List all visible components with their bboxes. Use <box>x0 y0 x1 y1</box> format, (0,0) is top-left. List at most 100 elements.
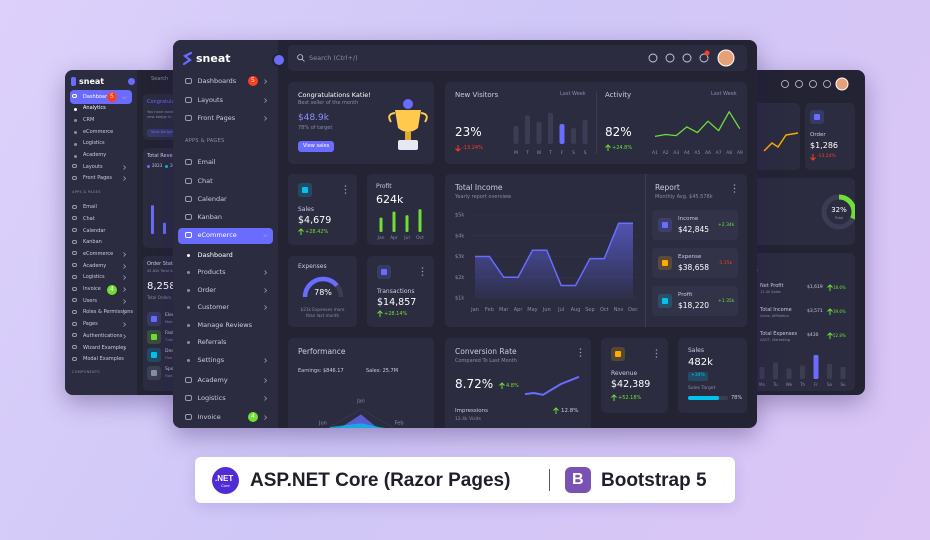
submenu-item: Products <box>197 267 226 276</box>
arrow-up-icon <box>827 308 833 315</box>
badge-count: 4 <box>110 285 114 293</box>
dot <box>655 349 658 351</box>
menu-icon <box>72 94 77 98</box>
menu-icon <box>72 204 77 209</box>
trophy-illustration <box>388 99 428 150</box>
chevron <box>122 95 127 99</box>
card-subtitle: Compared To Last Month <box>455 358 517 364</box>
topbar-icon <box>823 80 831 88</box>
chevron <box>264 269 268 275</box>
more-menu-icon <box>344 185 347 194</box>
report-change: +2.34k <box>718 223 735 228</box>
chevron <box>123 298 127 304</box>
chevron <box>123 334 127 339</box>
earnings-card: Earning ReportsWeekly Earnings OverviewN… <box>750 253 855 391</box>
view-sales-button[interactable]: View sales <box>298 141 335 152</box>
chevron-icon <box>123 334 127 339</box>
report-label: Expense <box>678 254 702 260</box>
axis-label: Jan <box>356 399 365 405</box>
conversion-line <box>524 375 580 396</box>
row-detail: Sales, Affiliation <box>760 314 789 318</box>
card-title: Report <box>655 183 680 192</box>
menu-item: Invoice <box>197 412 221 421</box>
notification-dot <box>704 50 710 56</box>
card-title: New Visitors <box>455 91 499 99</box>
card-title: Total Revenue <box>147 153 180 159</box>
menu-icon <box>72 309 77 314</box>
report-item: Income $42,845 +2.34k <box>652 210 738 240</box>
card-label: Sales <box>688 347 704 354</box>
menu-icon <box>185 178 192 184</box>
topbar-icon <box>795 80 803 88</box>
bar <box>827 364 832 379</box>
row-change: 39.6% <box>833 309 846 314</box>
topbar-icon <box>682 53 692 63</box>
arrow <box>827 308 833 315</box>
x-tick-label: M <box>514 150 518 156</box>
dot <box>344 188 347 191</box>
chevron <box>123 322 127 327</box>
arrow-up-icon <box>298 228 304 235</box>
chevron-icon <box>264 304 268 310</box>
category-icon <box>147 366 161 380</box>
icon-glyph <box>381 269 387 275</box>
chevron-icon <box>264 414 268 420</box>
change-badge: +34% <box>688 372 708 381</box>
donut-value <box>821 194 855 230</box>
chevron <box>123 164 127 170</box>
card-period: Last Week <box>560 91 586 97</box>
topbar-icon <box>648 53 658 63</box>
bar <box>571 128 576 144</box>
bullet <box>74 131 77 135</box>
x-tick-label: S <box>572 150 575 156</box>
chevron <box>264 395 268 401</box>
payments-card: Payments$2,845 <box>750 103 800 170</box>
menu-icon <box>72 321 77 326</box>
category-detail: Fine Art, Dining <box>165 356 180 360</box>
report-label: Profit <box>678 292 693 298</box>
report-icon <box>658 218 672 232</box>
menu-section: APPS & PAGES <box>72 189 101 194</box>
menu-item: Roles & Permissions <box>83 309 134 316</box>
card-change: -13.24% <box>462 145 483 151</box>
revenue-card: Revenue $42,389 +52.18% <box>601 338 668 413</box>
trophy-base <box>398 140 418 150</box>
arrow <box>553 407 559 414</box>
button: View Badges <box>147 129 178 137</box>
menu-item: Calendar <box>83 227 106 234</box>
bootstrap-name: Bootstrap 5 <box>601 470 707 491</box>
topbar-icon <box>781 80 789 88</box>
menu-badge: 5 <box>107 92 117 102</box>
y-tick-label: $1k <box>455 296 464 302</box>
income-area <box>475 223 633 298</box>
trophy-handles <box>388 112 428 123</box>
bar <box>773 362 778 379</box>
legend-label: 2023 <box>152 163 163 168</box>
submenu-item: Dashboard <box>197 250 233 259</box>
x-tick-label: A1 <box>652 150 658 156</box>
report-icon <box>658 294 672 308</box>
visitors-activity-card: New Visitors Last Week 23% -13.24% M T W T F S S Ac… <box>445 82 747 164</box>
dot <box>655 356 658 358</box>
dot <box>344 185 347 187</box>
row-value: $1,619 <box>807 285 823 290</box>
card-label: Profit <box>376 183 392 190</box>
menu-icon <box>185 115 192 121</box>
chevron <box>264 287 268 293</box>
menu-item: Logistics <box>83 274 105 281</box>
dot <box>421 270 424 273</box>
bar <box>513 126 519 144</box>
x-tick-label: Dec <box>628 307 638 313</box>
card-subtitle: Yearly report overview <box>455 194 512 200</box>
bar <box>525 115 530 144</box>
menu-item: Users <box>83 297 98 304</box>
menu-badge: 4 <box>248 412 258 422</box>
bullet <box>74 142 77 146</box>
x-tick-label: Sa <box>827 382 833 387</box>
menu-icon <box>72 274 77 279</box>
x-tick-label: Mar <box>499 307 509 313</box>
brand-logo <box>71 77 76 86</box>
arrow-up-icon <box>605 144 611 151</box>
category-detail: T-shirt, Jeans, Shoes <box>165 338 180 342</box>
card-value: $14,857 <box>377 297 417 308</box>
